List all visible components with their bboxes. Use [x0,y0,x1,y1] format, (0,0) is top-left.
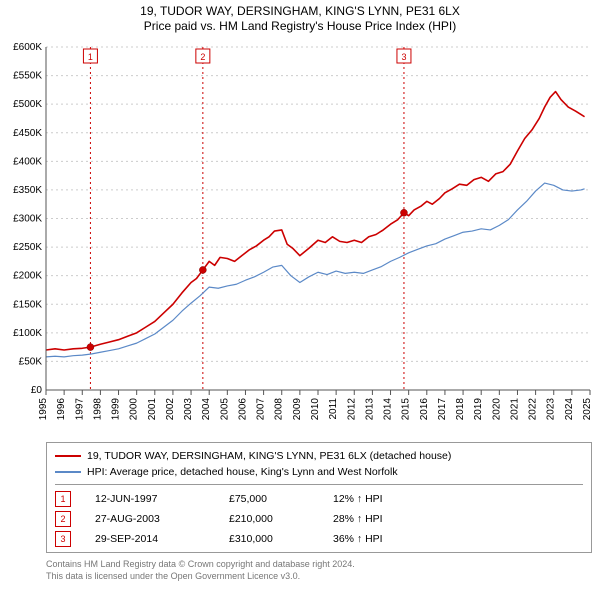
legend-label-hpi: HPI: Average price, detached house, King… [87,466,398,478]
marker-row-1: 1 12-JUN-1997 £75,000 12% ↑ HPI [55,489,583,509]
svg-text:2017: 2017 [437,398,448,421]
svg-text:2013: 2013 [364,398,375,421]
legend-label-property: 19, TUDOR WAY, DERSINGHAM, KING'S LYNN, … [87,450,451,462]
footer-line-1: Contains HM Land Registry data © Crown c… [46,559,592,571]
svg-text:£250K: £250K [13,242,42,253]
price-chart: £0 £50K £100K £150K £200K £250K £300K £350K £400… [6,43,594,438]
svg-text:2022: 2022 [528,398,539,421]
svg-text:2: 2 [200,52,205,62]
svg-text:2005: 2005 [219,398,230,421]
svg-text:2000: 2000 [129,398,140,421]
svg-text:3: 3 [401,52,406,62]
marker-price-1: £75,000 [229,493,309,505]
svg-text:£200K: £200K [13,271,42,282]
svg-text:2018: 2018 [455,398,466,421]
legend-swatch-property [55,455,81,457]
svg-text:2015: 2015 [401,398,412,421]
legend-row-1: 19, TUDOR WAY, DERSINGHAM, KING'S LYNN, … [55,448,583,464]
svg-text:2007: 2007 [256,398,267,421]
marker-hpi-1: 12% ↑ HPI [333,493,433,505]
svg-text:£400K: £400K [13,156,42,167]
marker-hpi-3: 36% ↑ HPI [333,533,433,545]
footer: Contains HM Land Registry data © Crown c… [46,559,592,582]
marker-badge-1: 1 [55,491,71,507]
marker-date-2: 27-AUG-2003 [95,513,205,525]
marker-row-2: 2 27-AUG-2003 £210,000 28% ↑ HPI [55,509,583,529]
svg-text:£50K: £50K [19,356,43,367]
svg-text:2001: 2001 [147,398,158,421]
svg-text:£300K: £300K [13,214,42,225]
svg-text:£450K: £450K [13,128,42,139]
marker-date-1: 12-JUN-1997 [95,493,205,505]
svg-text:£0: £0 [31,385,43,396]
svg-text:2002: 2002 [165,398,176,421]
svg-text:£500K: £500K [13,99,42,110]
svg-text:2004: 2004 [201,398,212,421]
marker-badge-2: 2 [55,511,71,527]
marker-date-3: 29-SEP-2014 [95,533,205,545]
marker-row-3: 3 29-SEP-2014 £310,000 36% ↑ HPI [55,529,583,549]
title-line-2: Price paid vs. HM Land Registry's House … [0,19,600,33]
svg-text:£350K: £350K [13,185,42,196]
chart-header: 19, TUDOR WAY, DERSINGHAM, KING'S LYNN, … [0,0,600,35]
svg-text:2011: 2011 [328,398,339,420]
svg-text:2008: 2008 [274,398,285,421]
svg-text:£100K: £100K [13,328,42,339]
svg-text:2025: 2025 [582,398,593,421]
legend-row-2: HPI: Average price, detached house, King… [55,464,583,480]
svg-text:1995: 1995 [38,398,49,421]
svg-text:2020: 2020 [491,398,502,421]
marker-price-2: £210,000 [229,513,309,525]
svg-text:2014: 2014 [383,398,394,421]
footer-line-2: This data is licensed under the Open Gov… [46,571,592,583]
svg-text:£600K: £600K [13,43,42,53]
svg-text:2023: 2023 [546,398,557,421]
svg-text:1998: 1998 [92,398,103,421]
svg-text:2019: 2019 [473,398,484,421]
svg-text:2012: 2012 [346,398,357,421]
svg-text:2021: 2021 [509,398,520,421]
legend-and-markers-box: 19, TUDOR WAY, DERSINGHAM, KING'S LYNN, … [46,442,592,553]
svg-text:2024: 2024 [564,398,575,421]
marker-badge-3: 3 [55,531,71,547]
svg-text:1: 1 [88,52,93,62]
svg-text:1997: 1997 [74,398,85,421]
svg-text:£150K: £150K [13,299,42,310]
svg-text:2010: 2010 [310,398,321,421]
svg-text:2006: 2006 [237,398,248,421]
svg-text:2009: 2009 [292,398,303,421]
svg-text:2016: 2016 [419,398,430,421]
legend-swatch-hpi [55,471,81,473]
svg-text:£550K: £550K [13,71,42,82]
svg-text:2003: 2003 [183,398,194,421]
marker-hpi-2: 28% ↑ HPI [333,513,433,525]
legend-separator [55,484,583,485]
chart-area: £0 £50K £100K £150K £200K £250K £300K £350K £400… [0,35,600,438]
marker-price-3: £310,000 [229,533,309,545]
svg-text:1996: 1996 [56,398,67,421]
title-line-1: 19, TUDOR WAY, DERSINGHAM, KING'S LYNN, … [0,4,600,18]
svg-text:1999: 1999 [111,398,122,421]
